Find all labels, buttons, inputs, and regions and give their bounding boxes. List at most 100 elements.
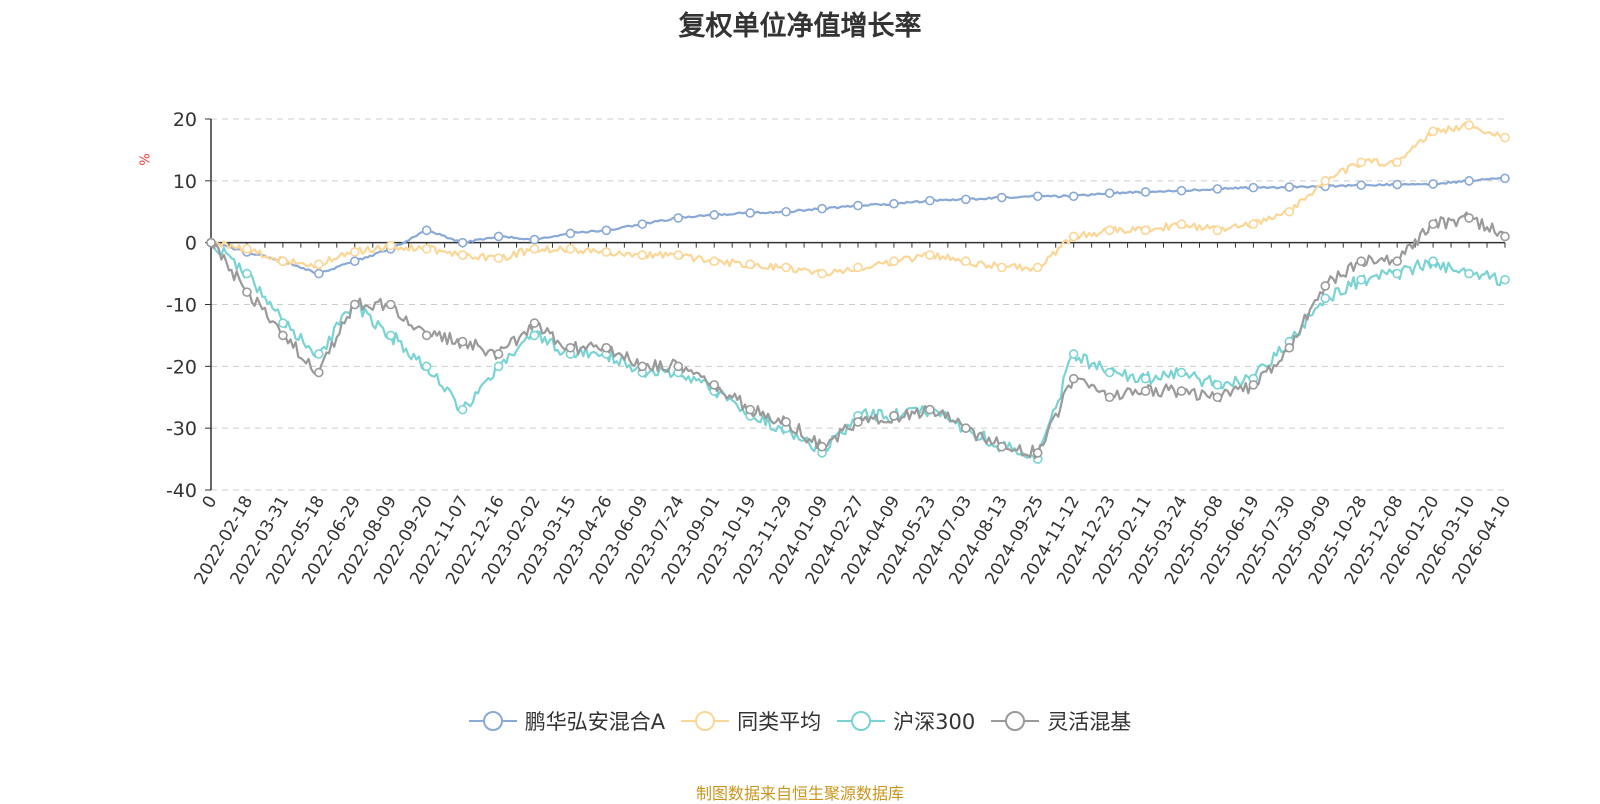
data-point	[781, 206, 791, 217]
legend-label: 同类平均	[737, 710, 822, 734]
data-point	[853, 262, 863, 273]
data-point	[1104, 367, 1115, 378]
data-point	[1032, 262, 1043, 273]
legend-marker-icon	[837, 710, 886, 732]
data-point	[817, 268, 827, 279]
data-point	[1032, 448, 1043, 458]
data-point	[601, 247, 612, 257]
legend-item[interactable]: 鹏华弘安混合A	[468, 706, 666, 736]
data-point	[493, 253, 504, 263]
data-point	[1428, 179, 1438, 189]
data-point	[457, 250, 468, 260]
data-point	[1500, 231, 1510, 242]
data-point	[961, 423, 971, 433]
data-point	[1212, 184, 1223, 194]
data-point	[278, 330, 288, 341]
y-tick-label: -10	[166, 295, 197, 317]
data-point	[925, 250, 935, 260]
data-point	[493, 349, 504, 359]
data-point	[385, 330, 396, 341]
data-point	[637, 361, 648, 372]
data-point	[961, 194, 971, 205]
data-point	[1356, 274, 1367, 285]
legend-item[interactable]: 沪深300	[837, 706, 975, 736]
data-point	[1068, 349, 1079, 359]
data-point	[781, 417, 791, 427]
data-point	[1500, 132, 1510, 143]
legend-marker-icon	[991, 710, 1040, 732]
data-point	[1392, 256, 1402, 267]
legend-label: 鹏华弘安混合A	[524, 710, 666, 734]
data-point	[1500, 173, 1510, 184]
data-point	[1392, 268, 1402, 279]
data-point	[421, 361, 432, 372]
data-point	[1176, 219, 1187, 229]
series-line-3	[210, 242, 1506, 461]
data-point	[1104, 188, 1115, 198]
data-point	[1248, 182, 1259, 193]
data-point	[1140, 187, 1151, 197]
data-point	[565, 244, 576, 254]
data-point	[1284, 182, 1295, 192]
data-point	[1428, 126, 1438, 137]
data-point	[1464, 176, 1474, 186]
data-point	[709, 256, 720, 267]
data-point	[673, 250, 684, 260]
data-point	[1104, 225, 1115, 236]
data-point	[745, 404, 755, 415]
y-tick-label: 10	[173, 171, 197, 193]
data-point	[853, 417, 863, 427]
data-point	[493, 361, 504, 372]
data-point	[1068, 231, 1079, 242]
data-point	[1392, 157, 1402, 168]
data-point	[601, 225, 612, 236]
data-point	[1176, 386, 1187, 396]
data-point	[457, 237, 468, 248]
data-point	[1320, 293, 1331, 304]
y-tick-label: -20	[166, 356, 197, 378]
data-point	[278, 256, 288, 267]
data-point	[637, 219, 648, 229]
line-chart: 20100-10-20-30-4002022-02-182022-03-3120…	[166, 109, 1515, 588]
x-tick-label: 0	[199, 493, 222, 512]
data-point	[673, 213, 684, 223]
data-point	[529, 244, 540, 254]
data-point	[421, 244, 432, 254]
data-point	[1140, 386, 1151, 396]
data-point	[1068, 191, 1079, 202]
data-point	[349, 299, 360, 310]
series-line-1	[210, 177, 1506, 275]
data-point	[1464, 268, 1474, 279]
data-point	[745, 259, 755, 270]
data-point	[565, 228, 576, 239]
legend-marker-icon	[681, 710, 730, 732]
data-point	[349, 256, 360, 267]
data-point	[1356, 256, 1367, 267]
data-point	[1248, 219, 1259, 229]
data-point	[457, 336, 468, 347]
chart-title: 复权单位净值增长率	[678, 11, 922, 42]
data-point	[565, 342, 576, 353]
data-point	[1500, 274, 1510, 285]
data-point	[1356, 180, 1367, 190]
data-point	[925, 195, 935, 206]
data-point	[1248, 380, 1259, 390]
legend-item[interactable]: 同类平均	[681, 706, 821, 736]
data-point	[889, 256, 899, 267]
series-line-2	[210, 121, 1506, 277]
data-point	[1320, 176, 1331, 186]
y-tick-label: -40	[166, 480, 197, 502]
data-point	[421, 330, 432, 341]
data-point	[709, 210, 720, 220]
data-point	[853, 200, 863, 211]
data-point	[889, 198, 899, 209]
data-point	[673, 361, 684, 372]
data-point	[1428, 219, 1438, 229]
data-point	[385, 299, 396, 310]
data-point	[1140, 225, 1151, 236]
data-point	[1284, 342, 1295, 353]
data-point	[1176, 185, 1187, 196]
data-point	[349, 247, 360, 257]
legend-item[interactable]: 灵活混基	[991, 706, 1131, 736]
legend-label: 灵活混基	[1047, 710, 1132, 734]
